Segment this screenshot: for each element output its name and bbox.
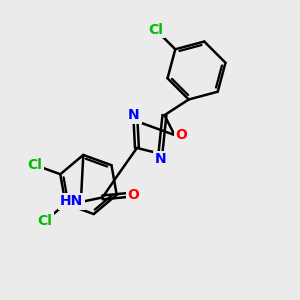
Text: O: O — [175, 128, 187, 142]
Text: O: O — [128, 188, 140, 202]
Text: HN: HN — [60, 194, 83, 208]
Text: Cl: Cl — [148, 22, 163, 37]
Text: N: N — [154, 152, 166, 166]
Text: Cl: Cl — [28, 158, 42, 172]
Text: Cl: Cl — [38, 214, 52, 228]
Text: N: N — [128, 108, 140, 122]
